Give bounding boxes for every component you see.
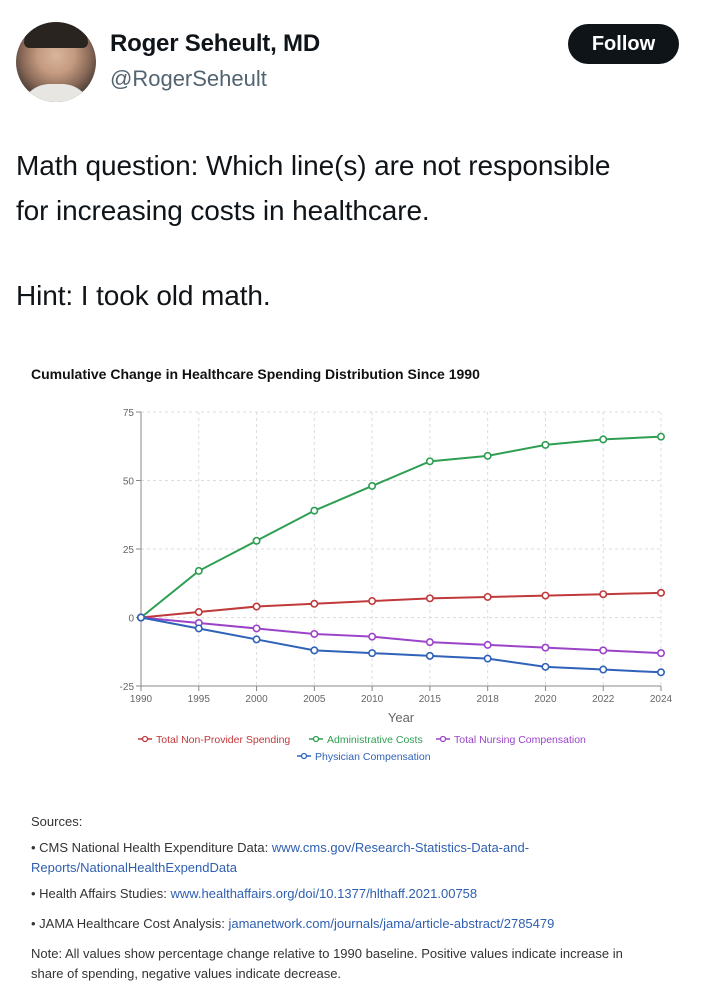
source-cms: • CMS National Health Expenditure Data: … [31, 838, 529, 858]
data-point [541, 591, 550, 600]
data-point [252, 624, 261, 633]
source-cms-link-cont[interactable]: Reports/NationalHealthExpendData [31, 860, 237, 875]
y-tick-label: 0 [128, 614, 134, 625]
y-tick-label: -25 [120, 682, 135, 693]
legend-label: Administrative Costs [327, 734, 423, 746]
data-point [541, 662, 550, 671]
data-point [483, 654, 492, 663]
tweet-text-line-3: Hint: I took old math. [16, 280, 271, 311]
data-point [368, 632, 377, 641]
data-point [656, 588, 665, 597]
data-point [310, 599, 319, 608]
source-health-affairs: • Health Affairs Studies: www.healthaffa… [31, 884, 477, 904]
data-point [368, 597, 377, 606]
source-cms-cont: Reports/NationalHealthExpendData [31, 858, 237, 878]
x-tick-label: 1995 [188, 694, 211, 705]
source-ha-label: • Health Affairs Studies: [31, 886, 171, 901]
avatar-hair [24, 22, 88, 48]
sources-heading: Sources: [31, 814, 83, 829]
x-axis-label: Year [388, 710, 415, 725]
y-tick-label: 75 [123, 408, 135, 419]
y-tick-label: 25 [123, 545, 135, 556]
data-point [425, 457, 434, 466]
data-point [483, 640, 492, 649]
data-point [137, 613, 146, 622]
data-point [541, 440, 550, 449]
data-point [252, 602, 261, 611]
x-tick-label: 2020 [534, 694, 557, 705]
legend-label: Total Non-Provider Spending [156, 734, 290, 746]
line-chart: -25 0 25 50 75 1990 1995 2000 2005 2010 2015 2018 20… [120, 408, 673, 763]
tweet-text-line-1: Math question: Which line(s) are not res… [16, 150, 611, 181]
source-jama: • JAMA Healthcare Cost Analysis: jamanet… [31, 914, 554, 934]
note-line-2: share of spending, negative values indic… [31, 966, 342, 981]
y-tick-label: 50 [123, 477, 135, 488]
data-point [194, 566, 203, 575]
legend-swatch-marker [312, 735, 320, 743]
data-point [483, 592, 492, 601]
legend-swatch-marker [300, 752, 308, 760]
x-tick-label: 2000 [245, 694, 268, 705]
source-cms-label: • CMS National Health Expenditure Data: [31, 840, 272, 855]
x-tick-label: 2022 [592, 694, 615, 705]
data-point [599, 590, 608, 599]
note-line-1: Note: All values show percentage change … [31, 946, 623, 961]
series-line [140, 435, 662, 619]
data-point [425, 651, 434, 660]
data-point [483, 451, 492, 460]
data-point [425, 594, 434, 603]
series-line [140, 616, 662, 674]
avatar-shirt [20, 84, 92, 102]
data-point [599, 665, 608, 674]
source-jama-link[interactable]: jamanetwork.com/journals/jama/article-ab… [228, 916, 555, 931]
data-point [656, 668, 665, 677]
data-point [425, 638, 434, 647]
x-tick-label: 1990 [130, 694, 153, 705]
tweet-text-line-2: for increasing costs in healthcare. [16, 195, 430, 226]
data-point [252, 536, 261, 545]
data-point [194, 608, 203, 617]
data-point [656, 432, 665, 441]
data-point [310, 629, 319, 638]
chart-title: Cumulative Change in Healthcare Spending… [31, 366, 480, 382]
data-point [368, 649, 377, 658]
follow-button[interactable]: Follow [568, 24, 679, 64]
legend-label: Physician Compensation [315, 751, 431, 763]
series-line [140, 591, 662, 619]
author-name[interactable]: Roger Seheult, MD [110, 30, 320, 57]
x-tick-label: 2018 [477, 694, 500, 705]
avatar[interactable] [16, 22, 96, 102]
legend-swatch-marker [439, 735, 447, 743]
legend-swatch-marker [141, 735, 149, 743]
series-line [140, 616, 662, 655]
x-tick-label: 2010 [361, 694, 384, 705]
data-point [310, 646, 319, 655]
data-point [541, 643, 550, 652]
data-point [194, 624, 203, 633]
data-point [252, 635, 261, 644]
x-tick-label: 2005 [303, 694, 326, 705]
data-point [310, 506, 319, 515]
author-handle[interactable]: @RogerSeheult [110, 66, 267, 91]
source-cms-link[interactable]: www.cms.gov/Research-Statistics-Data-and… [271, 840, 530, 855]
x-tick-label: 2015 [419, 694, 442, 705]
data-point [599, 646, 608, 655]
legend-label: Total Nursing Compensation [454, 734, 586, 746]
source-ha-link[interactable]: www.healthaffairs.org/doi/10.1377/hlthaf… [170, 886, 478, 901]
x-tick-label: 2024 [650, 694, 673, 705]
data-point [599, 435, 608, 444]
data-point [368, 481, 377, 490]
data-point [656, 649, 665, 658]
source-jama-label: • JAMA Healthcare Cost Analysis: [31, 916, 229, 931]
